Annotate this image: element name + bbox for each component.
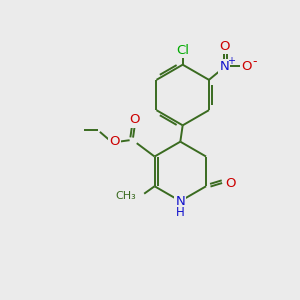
Text: O: O [129, 113, 140, 127]
Text: H: H [176, 206, 185, 219]
Text: O: O [219, 40, 230, 53]
Text: CH₃: CH₃ [115, 191, 136, 201]
Text: O: O [241, 60, 251, 73]
Text: +: + [227, 56, 235, 65]
Text: O: O [110, 135, 120, 148]
Text: -: - [252, 55, 256, 68]
Text: N: N [176, 195, 185, 208]
Text: Cl: Cl [176, 44, 189, 57]
Text: O: O [226, 177, 236, 190]
Text: N: N [220, 60, 229, 73]
